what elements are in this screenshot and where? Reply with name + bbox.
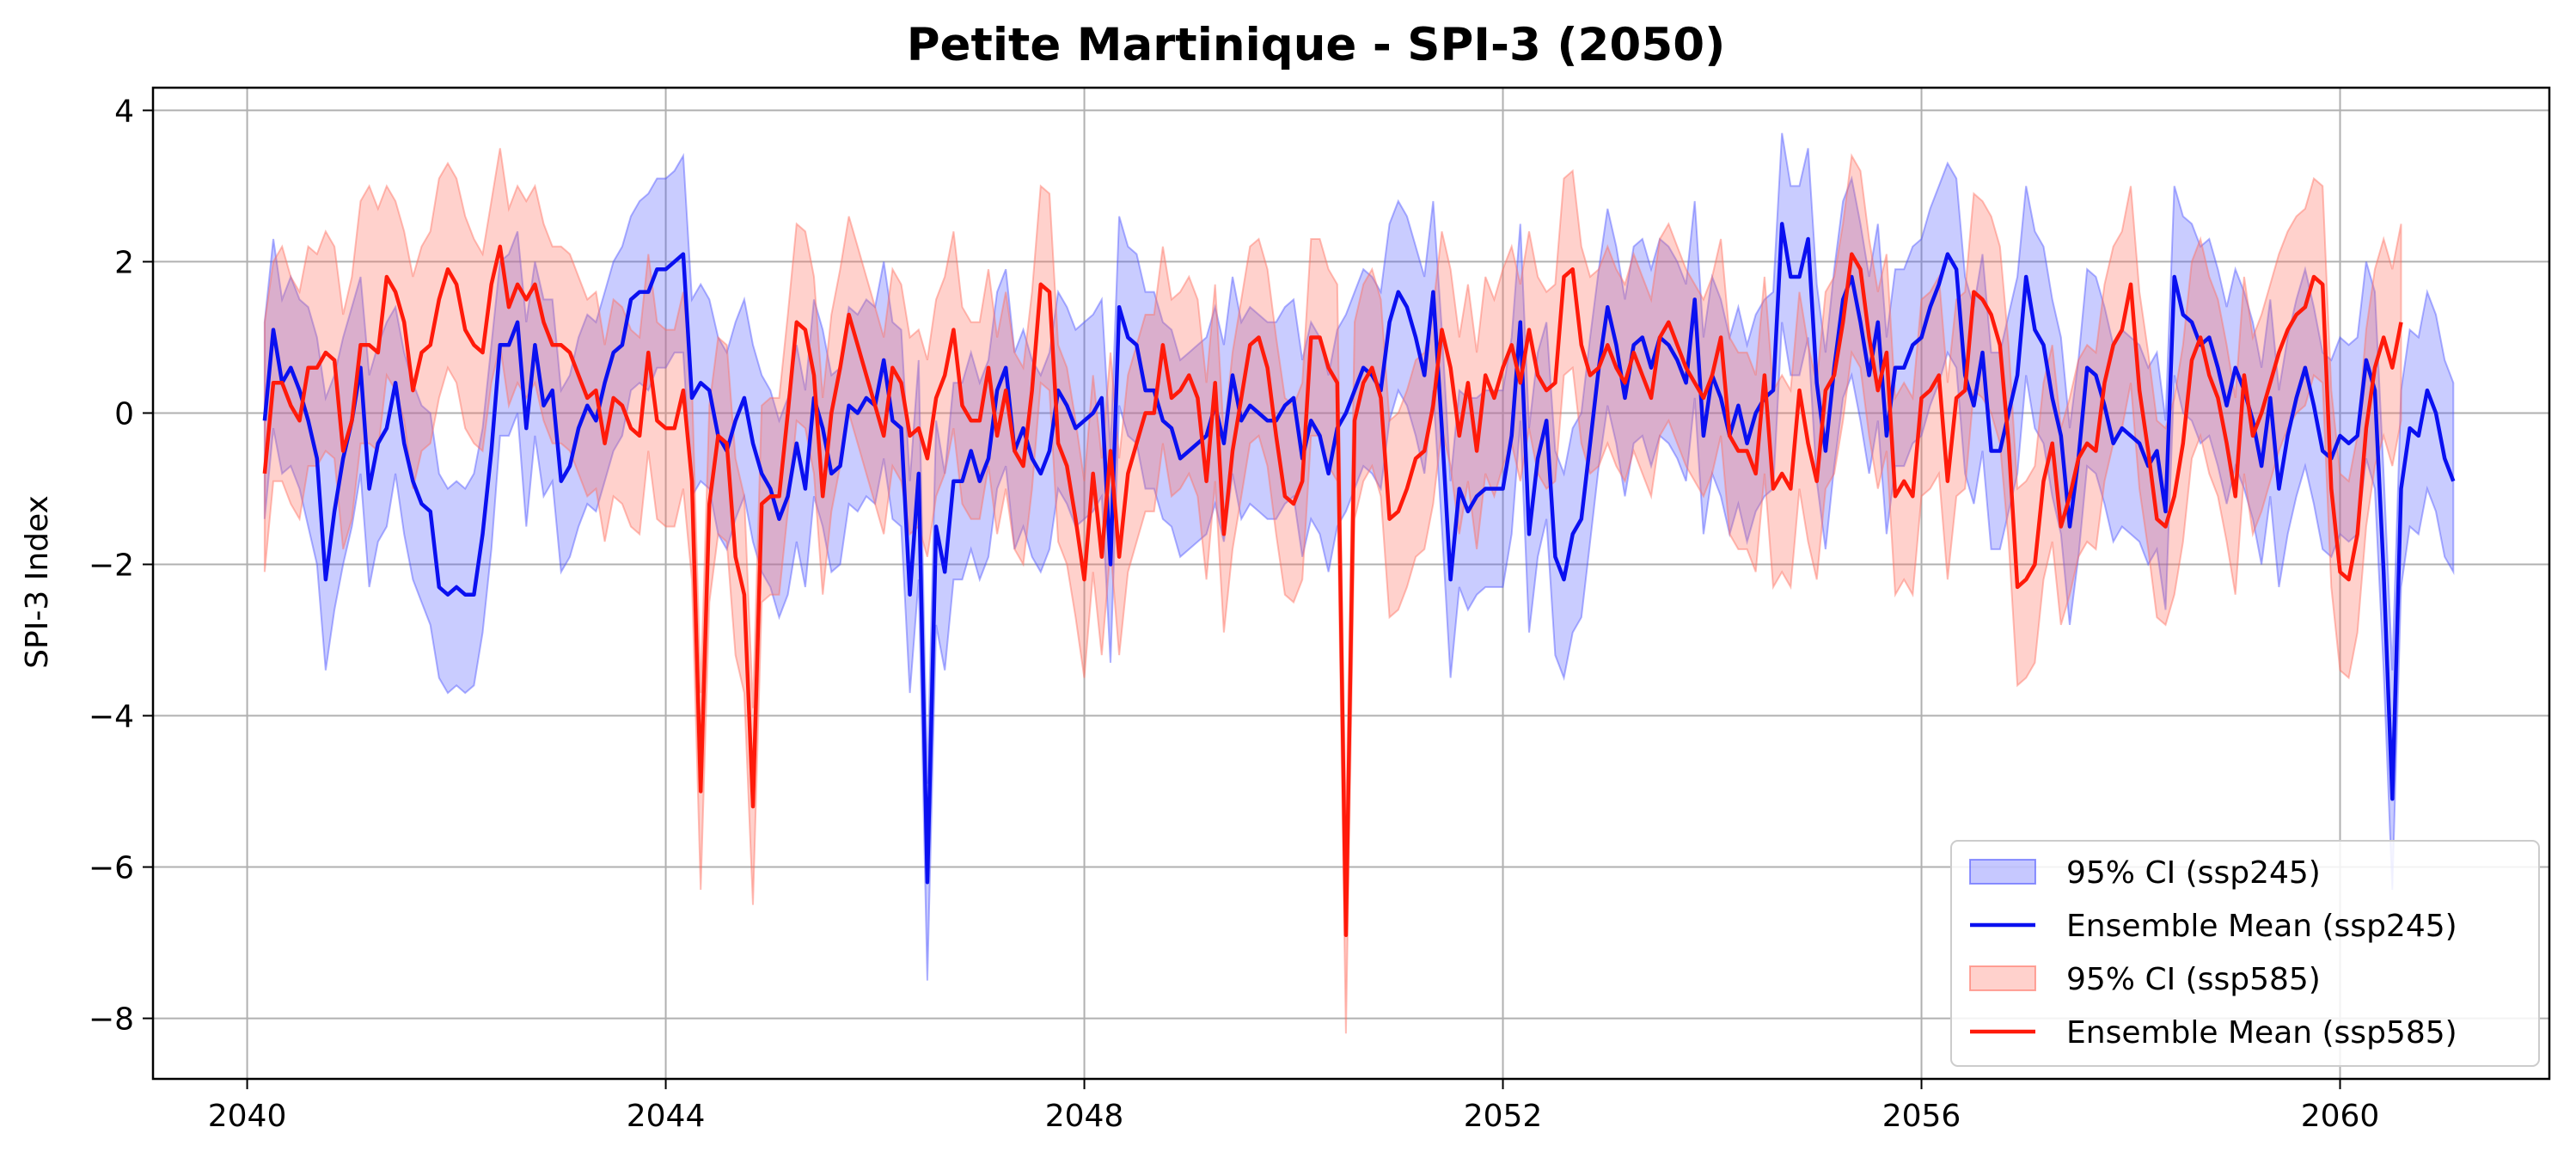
mean-line-ssp245 <box>262 222 2456 885</box>
legend: 95% CI (ssp245) Ensemble Mean (ssp245) 95%… <box>1950 840 2540 1067</box>
legend-box <box>1950 840 2540 1067</box>
legend-swatch-band <box>1969 965 2036 991</box>
chart-title: Petite Martinique - SPI-3 (2050) <box>907 19 1726 71</box>
legend-swatch-band <box>1969 859 2036 885</box>
x-tick-label: 2040 <box>208 1099 287 1134</box>
y-tick-label: −8 <box>89 1002 134 1038</box>
x-tick-label: 2048 <box>1045 1099 1124 1134</box>
y-tick-label: −6 <box>89 851 134 886</box>
x-tick-label: 2052 <box>1464 1099 1543 1134</box>
y-tick-label: −4 <box>89 700 134 735</box>
legend-label: 95% CI (ssp585) <box>2066 962 2321 997</box>
legend-label: Ensemble Mean (ssp585) <box>2066 1015 2457 1051</box>
x-tick-label: 2056 <box>1882 1099 1961 1134</box>
y-tick-label: 2 <box>114 245 134 280</box>
y-axis-label: SPI-3 Index <box>20 495 55 669</box>
plot-frame <box>151 86 2551 1081</box>
legend-label: 95% CI (ssp245) <box>2066 855 2321 891</box>
mean-line-ssp585 <box>262 244 2403 938</box>
y-tick-label: 4 <box>114 94 134 129</box>
y-tick-label: 0 <box>114 396 134 432</box>
legend-label: Ensemble Mean (ssp245) <box>2066 909 2457 944</box>
axis-ticks: 2040 2044 2048 2052 2056 2060 4 2 0 −2 −4 −6 −8 <box>89 94 2379 1134</box>
ci-band-ssp245 <box>263 132 2455 981</box>
x-tick-label: 2044 <box>627 1099 706 1134</box>
x-tick-label: 2060 <box>2301 1099 2380 1134</box>
y-tick-label: −2 <box>89 548 134 583</box>
plot-area <box>262 132 2456 1034</box>
